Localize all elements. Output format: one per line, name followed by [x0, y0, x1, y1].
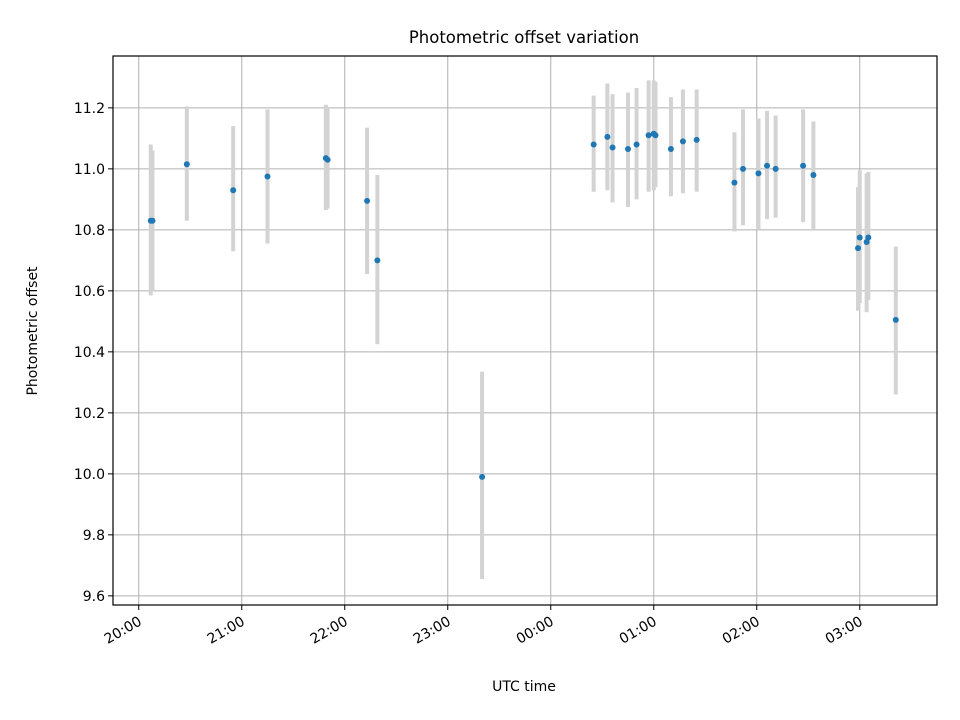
- data-point: [590, 141, 597, 148]
- data-point: [755, 170, 762, 177]
- data-point: [625, 146, 631, 153]
- data-point: [609, 144, 616, 151]
- y-tick-label: 10.2: [74, 406, 105, 422]
- data-point: [764, 162, 771, 169]
- y-axis-label: Photometric offset: [25, 266, 41, 396]
- y-tick-label: 10.0: [74, 467, 105, 483]
- data-point: [633, 141, 640, 148]
- y-tick-label: 9.8: [83, 528, 105, 544]
- data-point: [865, 234, 872, 241]
- data-point: [693, 136, 700, 143]
- data-point: [652, 132, 659, 139]
- data-point: [364, 197, 371, 204]
- data-point: [479, 473, 486, 480]
- data-point: [892, 316, 899, 323]
- data-point: [863, 239, 870, 246]
- data-point: [667, 146, 674, 153]
- data-point: [740, 165, 747, 172]
- y-tick-label: 11.2: [74, 101, 105, 117]
- data-point: [324, 156, 331, 163]
- data-point: [645, 132, 652, 139]
- grid: [113, 56, 937, 605]
- data-points: [147, 130, 899, 480]
- data-point: [679, 138, 686, 145]
- data-point: [855, 245, 862, 252]
- y-tick-label: 10.4: [74, 345, 105, 361]
- y-tick-label: 10.8: [74, 223, 105, 239]
- chart-title: Photometric offset variation: [409, 28, 639, 47]
- y-tick-label: 10.6: [74, 284, 105, 300]
- y-tick-label: 11.0: [74, 162, 105, 178]
- data-point: [230, 187, 237, 194]
- data-point: [800, 162, 807, 169]
- x-axis-label: UTC time: [492, 679, 556, 695]
- data-point: [374, 257, 381, 264]
- data-point: [264, 173, 271, 180]
- data-point: [604, 133, 611, 140]
- data-point: [183, 161, 190, 168]
- data-point: [856, 234, 863, 241]
- data-point: [810, 171, 817, 178]
- data-point: [731, 179, 738, 186]
- data-point: [149, 217, 156, 224]
- plot-frame: [112, 55, 938, 606]
- data-point: [772, 165, 779, 172]
- y-axis: 9.6 9.8 10.0 10.2 10.4 10.6 10.8 11.0 11.2: [74, 101, 113, 605]
- y-tick-label: 9.6: [83, 589, 105, 605]
